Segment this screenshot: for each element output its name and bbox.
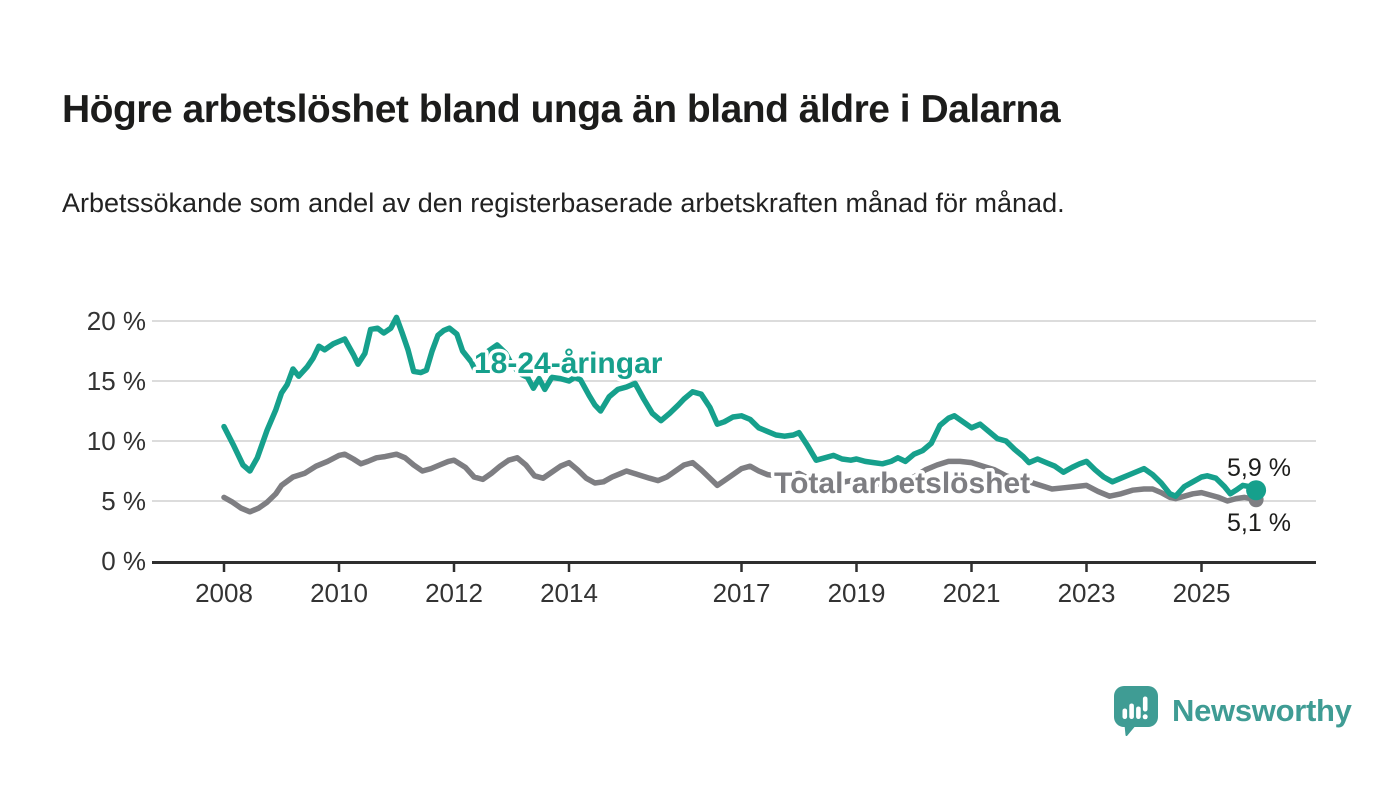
x-tick-label-2021: 2021	[943, 578, 1001, 608]
newsworthy-wordmark: Newsworthy	[1172, 693, 1352, 728]
x-tick-label-2010: 2010	[310, 578, 368, 608]
x-tick-label-2014: 2014	[540, 578, 598, 608]
x-tick-label-2017: 2017	[713, 578, 771, 608]
y-tick-label-20: 20 %	[87, 306, 146, 336]
chart-annotations: Total arbetslöshet 18-24-åringar 5,9 % 5…	[471, 344, 1291, 538]
youth-series-label: 18-24-åringar	[474, 347, 663, 380]
y-tick-label-0: 0 %	[101, 546, 146, 576]
x-axis-ticks	[222, 562, 1203, 572]
chart-subtitle: Arbetssökande som andel av den registerb…	[62, 188, 1065, 218]
newsworthy-logo: Newsworthy	[1113, 684, 1352, 738]
page-title: Högre arbetslöshet bland unga än bland ä…	[62, 88, 1061, 132]
x-axis-labels: 2008 2010 2012 2014 2017 2019 2021 2023 2025	[195, 578, 1230, 608]
x-tick-label-2012: 2012	[425, 578, 483, 608]
bar-chart-glyph	[1122, 696, 1148, 720]
x-tick-label-2008: 2008	[195, 578, 253, 608]
series-group	[221, 314, 1267, 515]
speech-bubble-shape	[1114, 686, 1158, 737]
newsworthy-logo-icon	[1114, 686, 1158, 737]
x-tick-label-2025: 2025	[1173, 578, 1231, 608]
y-tick-label-10: 10 %	[87, 426, 146, 456]
total-series-label: Total arbetslöshet	[774, 467, 1030, 500]
gridlines	[152, 320, 1316, 502]
x-tick-label-2023: 2023	[1058, 578, 1116, 608]
youth-end-value-label: 5,9 %	[1227, 454, 1291, 482]
total-end-value-label: 5,1 %	[1227, 509, 1291, 537]
y-axis-labels: 0 % 5 % 10 % 15 % 20 %	[87, 306, 146, 576]
x-tick-label-2019: 2019	[828, 578, 886, 608]
youth-end-dot	[1246, 480, 1267, 501]
total-line	[221, 451, 1259, 515]
y-tick-label-5: 5 %	[101, 486, 146, 516]
youth-line	[221, 314, 1259, 499]
y-tick-label-15: 15 %	[87, 366, 146, 396]
